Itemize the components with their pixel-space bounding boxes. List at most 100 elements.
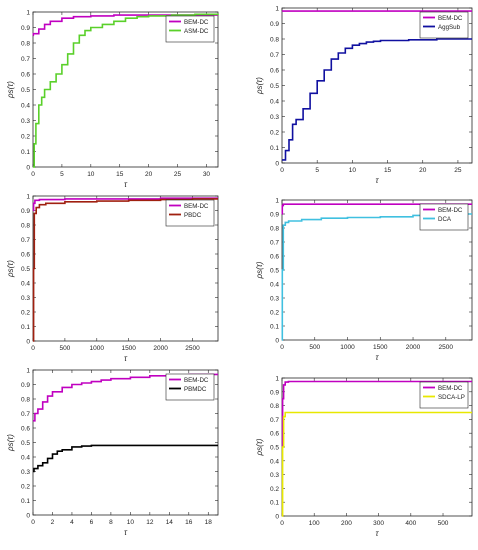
y-tick-label: 0.8: [21, 223, 30, 230]
legend-label-pbmdc: PBMDC: [184, 386, 207, 393]
y-tick-label: 0.4: [270, 99, 279, 106]
legend: BEM-DC ASM-DC: [165, 15, 215, 43]
y-tick-label: 0.9: [21, 208, 30, 215]
x-tick-label: 100: [309, 520, 320, 527]
x-axis-label: τ: [124, 528, 128, 537]
y-tick-label: 0.7: [270, 417, 279, 424]
y-tick-label: 0.5: [270, 445, 279, 452]
x-tick-label: 500: [309, 344, 320, 351]
y-tick-label: 0.1: [270, 324, 279, 331]
x-tick-label: 500: [59, 345, 70, 352]
y-tick-label: 0.8: [21, 397, 30, 404]
x-tick-label: 0: [280, 167, 284, 174]
x-tick-label: 0: [31, 171, 35, 178]
y-tick-label: 0.2: [270, 486, 279, 493]
y-tick-label: 1: [275, 376, 279, 383]
y-tick-label: 0.6: [21, 426, 30, 433]
legend-label-bem-dc: BEM-DC: [438, 385, 463, 392]
legend-label-pbdc: PBDC: [184, 212, 202, 219]
y-tick-label: 0.1: [21, 498, 30, 505]
y-axis-label: ρs(τ): [6, 434, 15, 452]
y-tick-label: 0.9: [270, 212, 279, 219]
legend-box: [419, 381, 469, 409]
y-tick-label: 0.1: [21, 149, 30, 156]
y-tick-label: 0.3: [21, 469, 30, 476]
x-tick-label: 500: [438, 520, 449, 527]
y-tick-label: 0.5: [270, 83, 279, 90]
y-tick-label: 0.7: [270, 240, 279, 247]
y-tick-label: 0.4: [270, 458, 279, 465]
y-tick-label: 0.4: [21, 455, 30, 462]
y-tick-label: 0.4: [21, 281, 30, 288]
x-tick-label: 2: [51, 519, 55, 526]
y-tick-label: 0.9: [21, 382, 30, 389]
y-tick-label: 0.9: [270, 21, 279, 28]
series-line-bem-dc: [32, 14, 218, 37]
y-tick-label: 0.7: [21, 56, 30, 63]
x-tick-label: 200: [341, 520, 352, 527]
legend-box: [165, 373, 215, 401]
y-axis-label: ρs(τ): [255, 261, 264, 279]
series-line-aggsub: [282, 38, 472, 161]
y-tick-label: 0.5: [21, 266, 30, 273]
series-line-asm-dc: [33, 13, 219, 168]
x-tick-label: 0: [280, 520, 284, 527]
y-tick-label: 1: [26, 10, 30, 17]
legend-box: [165, 15, 215, 43]
y-tick-label: 0.6: [21, 72, 30, 79]
y-tick-label: 0.5: [21, 87, 30, 94]
y-tick-label: 1: [26, 368, 30, 375]
chart-panel-4: 0 0.1 0.2 0.3 0.4 0.5 0.6 0.7 0.8 0.9 1 0 500 1000 150…: [255, 198, 473, 362]
y-tick-label: 0: [26, 165, 30, 172]
x-tick-label: 25: [174, 171, 182, 178]
chart-panel-2: 00.10.20.30.40.50.60.70.80.910 5 10 15 20 25τ…: [255, 6, 473, 185]
y-tick-label: 0: [275, 161, 279, 168]
x-tick-label: 5: [60, 171, 64, 178]
y-tick-label: 0.6: [21, 252, 30, 259]
series-line-bem-dc: [281, 380, 472, 448]
y-tick-label: 0.8: [270, 226, 279, 233]
x-tick-label: 12: [146, 519, 154, 526]
x-tick-label: 2000: [406, 344, 421, 351]
legend: BEM-DC PBDC: [165, 199, 215, 227]
x-tick-label: 30: [203, 171, 211, 178]
y-tick-label: 0: [26, 513, 30, 520]
x-axis-label: τ: [124, 180, 128, 189]
x-tick-label: 2000: [153, 345, 168, 352]
y-axis-label: ρs(τ): [6, 260, 15, 278]
y-tick-label: 0.5: [270, 268, 279, 275]
x-axis-label: τ: [376, 176, 380, 185]
x-tick-label: 15: [116, 171, 124, 178]
legend-label-asm-dc: ASM-DC: [184, 28, 209, 35]
legend-box: [419, 11, 469, 39]
legend: BEM-DC SDCA-LP: [419, 381, 469, 409]
x-tick-label: 400: [405, 520, 416, 527]
y-tick-label: 0: [275, 514, 279, 521]
series-line-bem-dc: [281, 203, 472, 215]
legend-label-bem-dc: BEM-DC: [184, 377, 209, 384]
x-tick-label: 20: [145, 171, 153, 178]
y-tick-label: 1: [275, 198, 279, 205]
series-line-pbmdc: [33, 444, 218, 473]
y-axis-label: ρs(τ): [255, 77, 264, 95]
series-line-sdca-lp: [281, 411, 472, 517]
chart-panel-6: 0 0.1 0.2 0.3 0.4 0.5 0.6 0.7 0.8 0.9 1 0 100 200 300 4…: [255, 376, 473, 538]
x-tick-label: 15: [384, 167, 392, 174]
x-tick-label: 1000: [340, 344, 355, 351]
x-axis-label: τ: [124, 354, 128, 363]
y-tick-label: 0.3: [270, 296, 279, 303]
legend-box: [419, 203, 469, 231]
y-tick-label: 1: [275, 6, 279, 13]
x-tick-label: 6: [90, 519, 94, 526]
y-tick-label: 0.9: [270, 389, 279, 396]
y-tick-label: 0: [26, 339, 30, 346]
x-tick-label: 20: [419, 167, 427, 174]
x-tick-label: 14: [166, 519, 174, 526]
y-tick-label: 0.1: [270, 145, 279, 152]
x-tick-label: 16: [185, 519, 193, 526]
y-tick-label: 0.6: [270, 68, 279, 75]
x-tick-label: 8: [109, 519, 113, 526]
x-axis-label: τ: [376, 353, 380, 362]
y-tick-label: 0.7: [270, 52, 279, 59]
